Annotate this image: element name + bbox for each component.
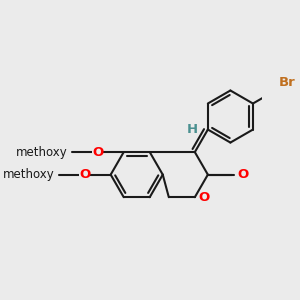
- Text: H: H: [187, 123, 198, 136]
- Text: O: O: [199, 191, 210, 204]
- Text: O: O: [238, 168, 249, 181]
- Text: O: O: [92, 146, 103, 159]
- Text: methoxy: methoxy: [3, 168, 55, 181]
- Text: methoxy: methoxy: [16, 146, 68, 159]
- Text: Br: Br: [278, 76, 295, 88]
- Text: O: O: [79, 168, 90, 181]
